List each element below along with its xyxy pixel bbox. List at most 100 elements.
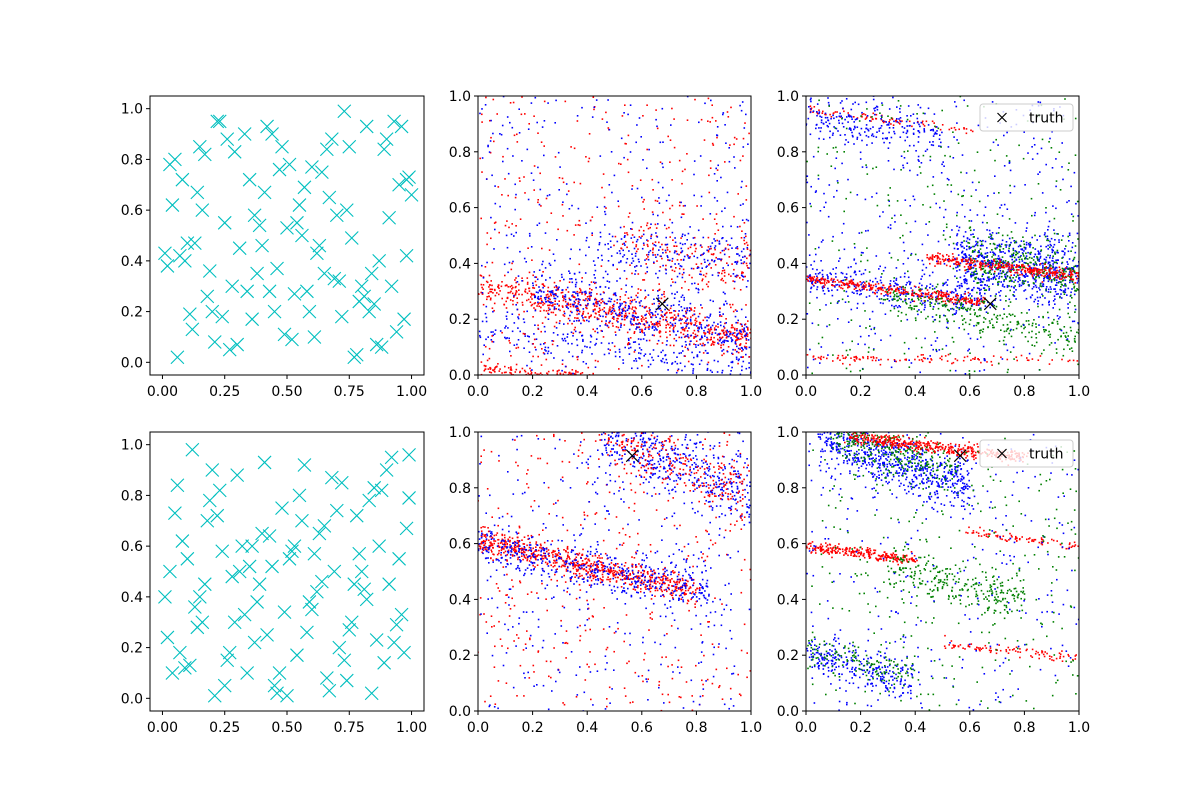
point <box>670 311 673 314</box>
point <box>541 247 543 250</box>
x-marker <box>344 231 359 245</box>
point <box>964 282 966 284</box>
point <box>852 278 855 281</box>
point <box>740 274 743 277</box>
point <box>748 366 750 369</box>
point <box>683 213 685 215</box>
point <box>582 338 584 341</box>
point <box>565 288 567 291</box>
point <box>638 352 640 354</box>
point <box>535 291 538 293</box>
point <box>895 277 898 280</box>
point <box>1023 240 1025 243</box>
point <box>902 291 905 293</box>
x-marker <box>389 324 404 339</box>
point <box>955 260 958 263</box>
point <box>964 293 966 295</box>
point <box>652 247 654 250</box>
point <box>1048 330 1050 333</box>
point <box>935 255 937 257</box>
point <box>481 293 484 295</box>
point <box>854 270 856 273</box>
point <box>989 261 992 264</box>
point <box>1044 274 1046 277</box>
point <box>1038 270 1040 273</box>
point <box>979 281 982 283</box>
point <box>678 204 681 207</box>
point <box>1020 325 1023 328</box>
point <box>545 358 548 361</box>
point <box>1039 263 1042 265</box>
point <box>1074 289 1076 292</box>
point <box>809 105 812 107</box>
point <box>1033 319 1035 321</box>
point <box>1060 286 1062 288</box>
point <box>501 124 504 127</box>
point <box>505 325 507 327</box>
point <box>628 347 630 350</box>
point <box>810 287 812 290</box>
point <box>716 334 719 336</box>
point <box>1028 323 1030 326</box>
point <box>1038 251 1040 254</box>
point <box>674 310 677 312</box>
point <box>661 342 664 344</box>
x-marker <box>187 236 202 250</box>
point <box>743 239 745 242</box>
point <box>884 287 886 289</box>
point <box>1015 327 1018 330</box>
point <box>636 238 639 241</box>
point <box>1042 283 1045 286</box>
point <box>723 341 725 344</box>
point <box>739 225 741 228</box>
point <box>569 319 571 322</box>
point <box>673 270 676 273</box>
point <box>929 294 932 296</box>
point <box>819 357 822 359</box>
series-band <box>478 316 751 375</box>
point <box>1034 278 1036 280</box>
x-marker <box>270 261 284 276</box>
point <box>1047 244 1049 247</box>
point <box>550 352 552 354</box>
point <box>720 258 722 261</box>
point <box>585 239 588 242</box>
point <box>534 276 536 278</box>
point <box>691 314 694 317</box>
point <box>1056 262 1058 265</box>
point <box>931 256 934 258</box>
point <box>980 297 983 300</box>
point <box>614 293 616 296</box>
point <box>1047 254 1049 257</box>
x-marker <box>255 238 269 253</box>
point <box>649 314 651 316</box>
point <box>1033 256 1035 258</box>
point <box>653 298 655 300</box>
point <box>721 210 723 213</box>
point <box>1000 356 1002 359</box>
point <box>502 96 505 98</box>
point <box>982 256 984 259</box>
point <box>665 236 667 239</box>
point <box>622 359 624 361</box>
point <box>635 322 637 325</box>
point <box>618 315 621 317</box>
point <box>706 331 709 333</box>
point <box>935 314 938 316</box>
point <box>975 268 977 270</box>
point <box>687 232 690 235</box>
point <box>994 295 997 297</box>
point <box>700 195 703 198</box>
point <box>481 292 484 294</box>
point <box>547 290 549 292</box>
point <box>1037 269 1039 272</box>
point <box>673 146 676 149</box>
point <box>806 266 808 268</box>
point <box>1060 335 1062 337</box>
point <box>1004 262 1006 264</box>
point <box>830 277 833 280</box>
point <box>506 318 508 320</box>
point <box>479 274 482 277</box>
point <box>480 217 482 220</box>
point <box>1027 340 1029 343</box>
